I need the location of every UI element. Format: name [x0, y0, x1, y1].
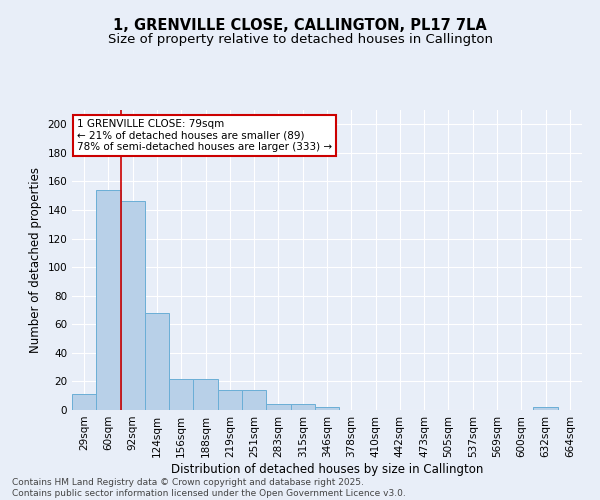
Bar — [96, 190, 121, 410]
Text: Contains HM Land Registry data © Crown copyright and database right 2025.
Contai: Contains HM Land Registry data © Crown c… — [12, 478, 406, 498]
Bar — [266, 404, 290, 410]
Bar — [72, 394, 96, 410]
Bar — [193, 378, 218, 410]
X-axis label: Distribution of detached houses by size in Callington: Distribution of detached houses by size … — [171, 462, 483, 475]
Bar — [242, 390, 266, 410]
Bar — [169, 378, 193, 410]
Bar — [218, 390, 242, 410]
Bar — [533, 407, 558, 410]
Bar — [121, 202, 145, 410]
Text: 1, GRENVILLE CLOSE, CALLINGTON, PL17 7LA: 1, GRENVILLE CLOSE, CALLINGTON, PL17 7LA — [113, 18, 487, 32]
Bar — [145, 313, 169, 410]
Bar — [315, 407, 339, 410]
Y-axis label: Number of detached properties: Number of detached properties — [29, 167, 42, 353]
Text: 1 GRENVILLE CLOSE: 79sqm
← 21% of detached houses are smaller (89)
78% of semi-d: 1 GRENVILLE CLOSE: 79sqm ← 21% of detach… — [77, 119, 332, 152]
Text: Size of property relative to detached houses in Callington: Size of property relative to detached ho… — [107, 32, 493, 46]
Bar — [290, 404, 315, 410]
